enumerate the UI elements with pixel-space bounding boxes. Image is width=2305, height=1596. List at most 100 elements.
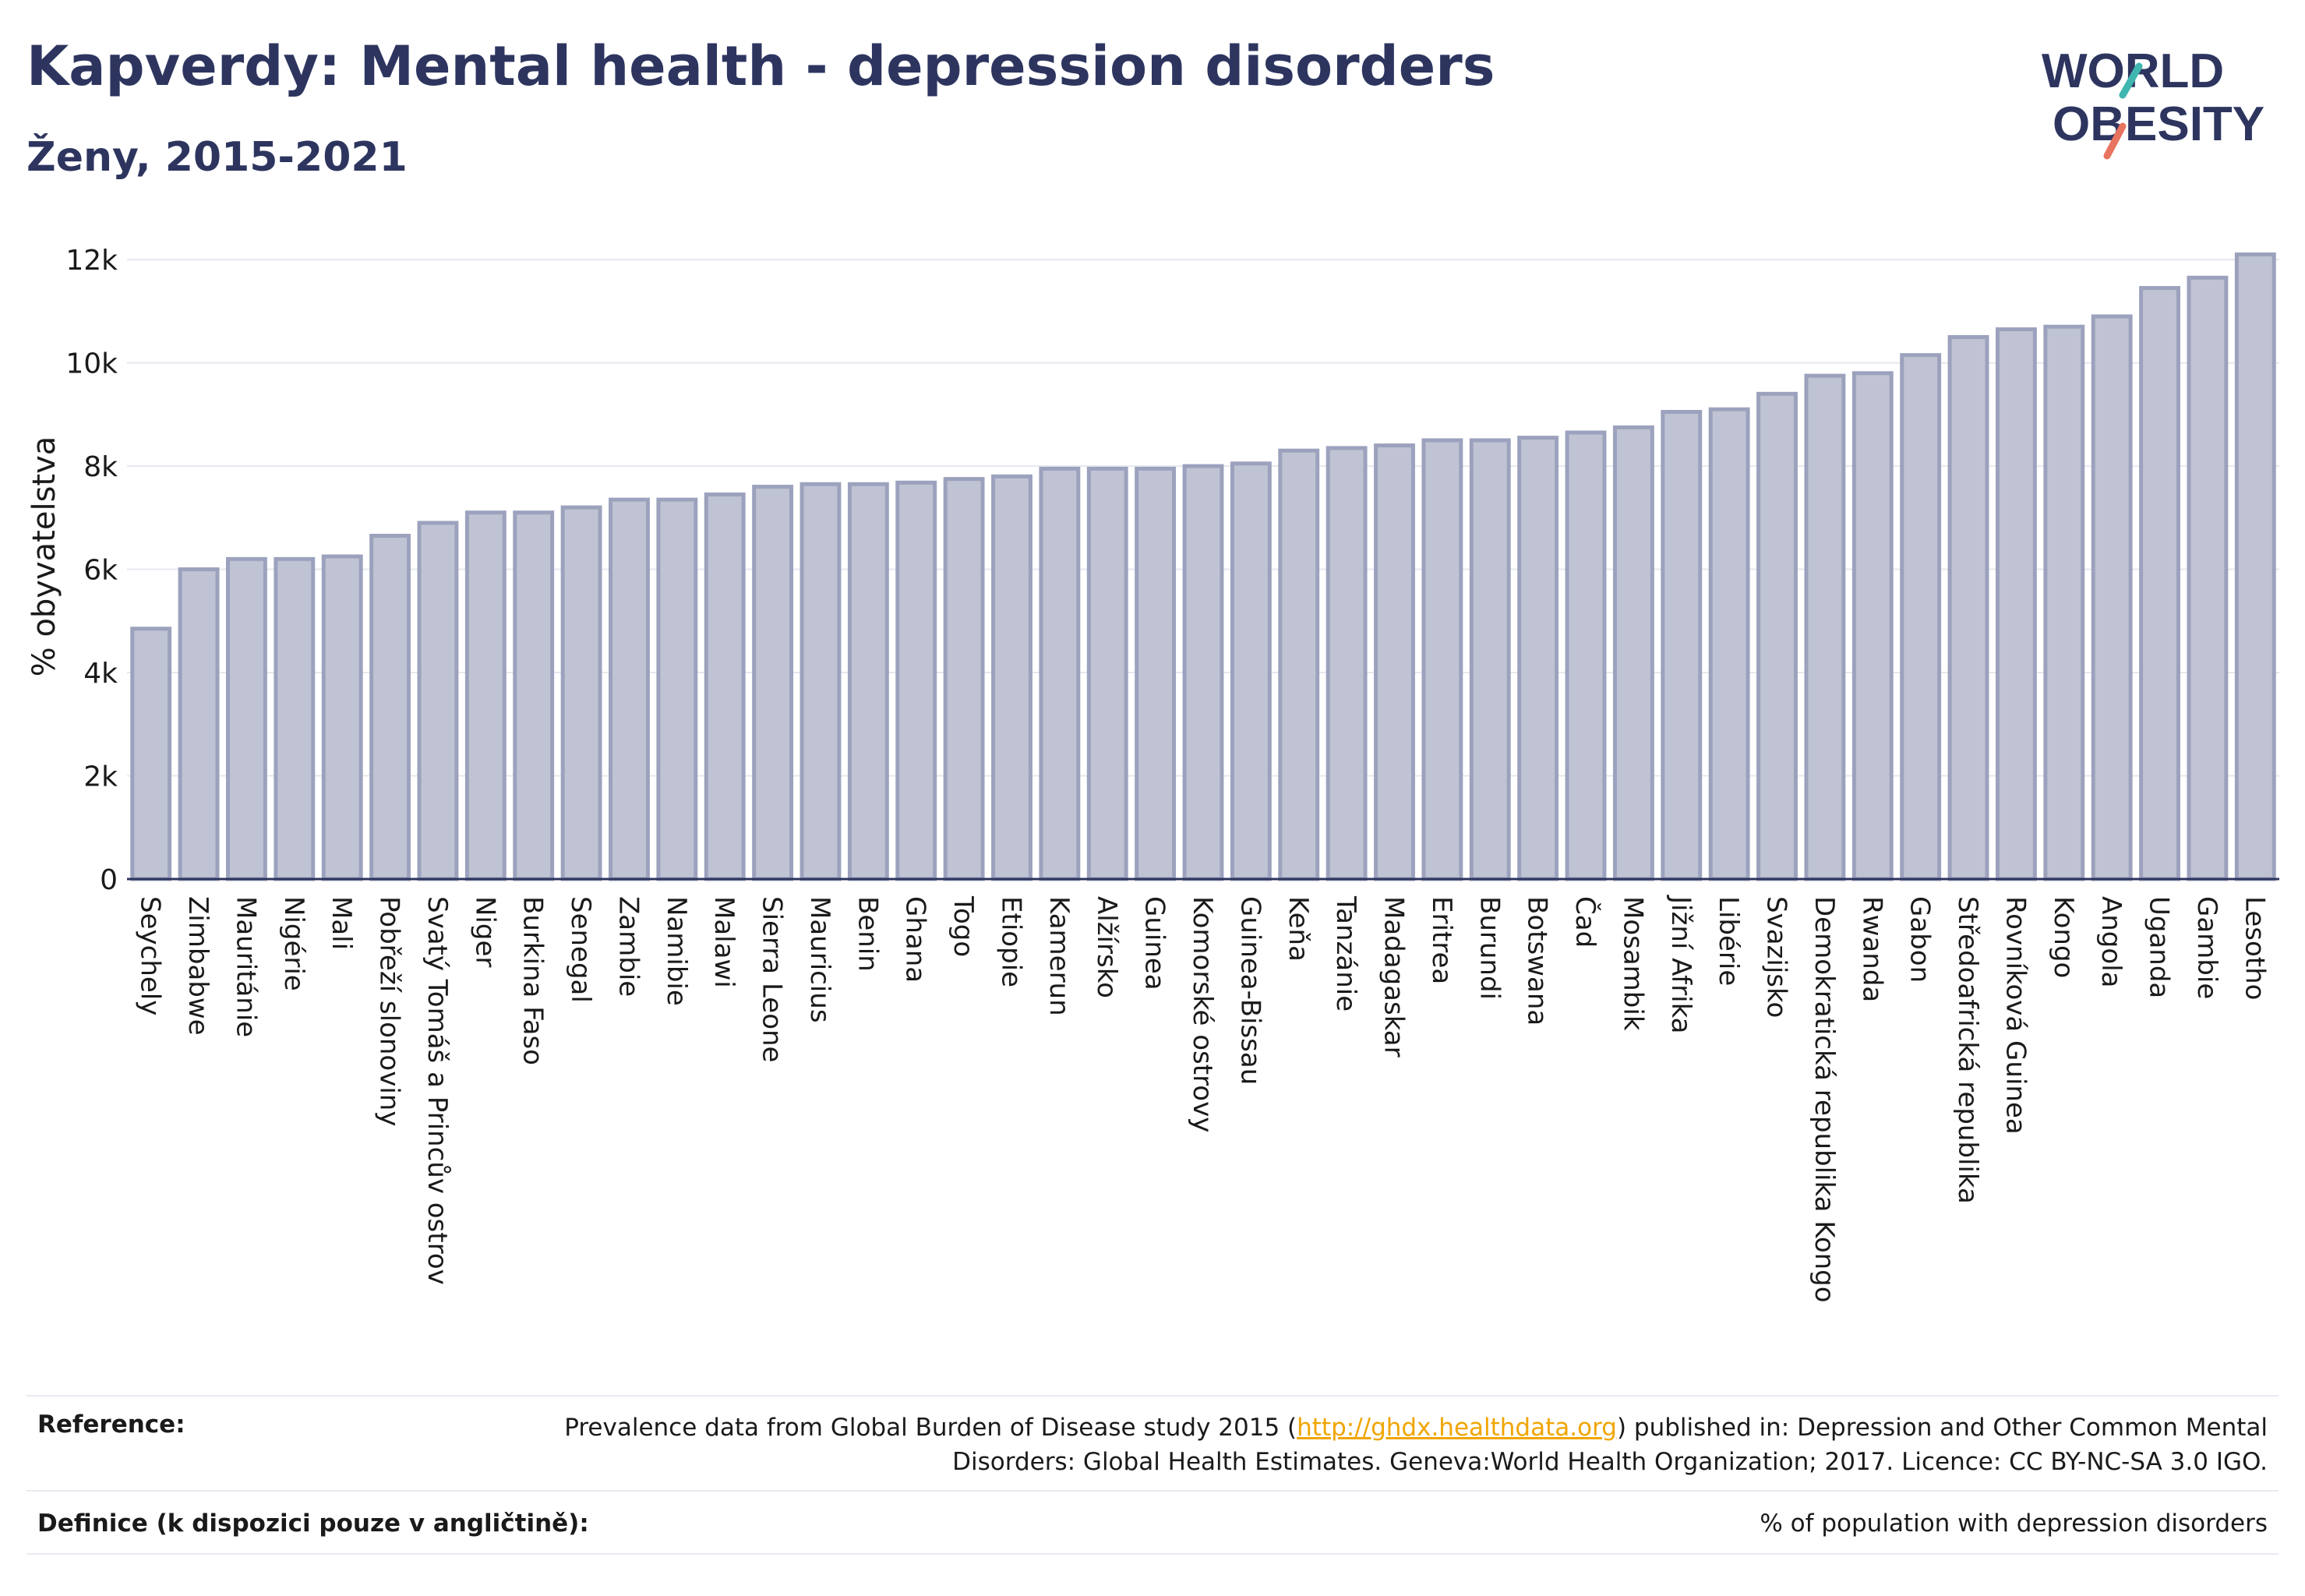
logo-line-2: OBESITY <box>2053 97 2264 151</box>
x-tick-label: Ghana <box>900 896 931 983</box>
bar-17 <box>895 480 937 881</box>
x-tick-label: Čad <box>1569 896 1601 948</box>
bar-33 <box>1661 410 1703 881</box>
bar-19 <box>991 474 1032 881</box>
bar-40 <box>1995 327 2037 881</box>
definition-text: % of population with depression disorder… <box>1760 1509 2268 1538</box>
x-tick-label: Mauritánie <box>230 896 261 1037</box>
x-tick-label: Madagaskar <box>1378 896 1410 1058</box>
bar-4 <box>274 556 316 881</box>
logo-slash-coral <box>2103 122 2127 160</box>
x-tick-label: Zambie <box>612 896 644 997</box>
x-tick-label: Togo <box>948 895 979 957</box>
x-tick-label: Svazijsko <box>1761 896 1792 1018</box>
x-tick-label: Lesotho <box>2239 896 2270 1000</box>
x-tick-label: Sierra Leone <box>757 896 788 1062</box>
x-tick-label: Demokratická republika Kongo <box>1809 896 1840 1303</box>
bar-7 <box>417 521 459 881</box>
x-tick-label: Rwanda <box>1856 896 1887 1002</box>
x-tick-label: Středoafrická republika <box>1952 896 1983 1204</box>
bar-28 <box>1421 438 1463 881</box>
bar-20 <box>1039 466 1081 881</box>
y-axis-ticks: 0 2k 4k 6k 8k 10k 12k <box>65 245 118 896</box>
bar-1 <box>130 627 172 881</box>
x-tick-label: Mosambik <box>1617 896 1648 1031</box>
definition-row: Definice (k dispozici pouze v angličtině… <box>26 1509 2279 1548</box>
bar-41 <box>2043 324 2085 881</box>
bar-31 <box>1565 430 1607 881</box>
bar-15 <box>800 482 842 881</box>
x-tick-label: Mauricius <box>804 896 835 1023</box>
x-tick-label: Gambie <box>2191 896 2222 999</box>
bar-11 <box>609 497 650 881</box>
y-tick-label: 4k <box>83 658 118 690</box>
x-tick-label: Burundi <box>1474 896 1505 1000</box>
bar-32 <box>1612 425 1654 881</box>
chart-title: Kapverdy: Mental health - depression dis… <box>26 34 1495 98</box>
x-tick-label: Jižní Afrika <box>1665 895 1696 1034</box>
bar-12 <box>656 497 698 881</box>
bar-43 <box>2139 286 2180 881</box>
bar-8 <box>464 510 507 881</box>
bar-35 <box>1756 391 1798 881</box>
x-tick-label: Benin <box>852 896 883 972</box>
footer-divider-middle <box>26 1490 2279 1492</box>
bar-3 <box>226 556 267 881</box>
y-tick-label: 12k <box>65 245 118 277</box>
bar-45 <box>2234 252 2276 881</box>
reference-link[interactable]: http://ghdx.healthdata.org <box>1297 1414 1617 1442</box>
bar-37 <box>1851 371 1894 881</box>
x-tick-label: Botswana <box>1522 896 1553 1026</box>
x-axis-labels: Seychely Zimbabwe Mauritánie Nigérie Mali Pob… <box>135 895 2271 1303</box>
world-obesity-logo: WORLD OBESITY <box>2042 44 2264 160</box>
x-tick-label: Namibie <box>661 896 692 1006</box>
x-tick-label: Gabon <box>1904 896 1936 983</box>
x-tick-label: Keňa <box>1283 896 1314 962</box>
bar-14 <box>752 485 794 881</box>
reference-label: Reference: <box>37 1411 185 1439</box>
x-tick-label: Komorské ostrovy <box>1187 896 1218 1132</box>
x-tick-label: Alžírsko <box>1091 896 1122 998</box>
x-tick-label: Burkina Faso <box>517 896 549 1065</box>
bar-36 <box>1804 373 1846 881</box>
bar-42 <box>2091 314 2133 881</box>
x-tick-label: Guinea-Bissau <box>1234 896 1265 1085</box>
x-tick-label: Seychely <box>135 896 166 1015</box>
bar-29 <box>1469 438 1511 881</box>
y-tick-label: 2k <box>83 761 118 793</box>
x-tick-label: Etiopie <box>995 896 1026 987</box>
bars <box>130 252 2276 881</box>
x-tick-label: Pobřeží slonoviny <box>374 896 405 1126</box>
bar-23 <box>1182 464 1224 881</box>
bar-39 <box>1947 334 1989 881</box>
x-tick-label: Eritrea <box>1426 896 1457 984</box>
definition-label: Definice (k dispozici pouze v angličtině… <box>37 1509 589 1538</box>
bar-25 <box>1278 448 1320 881</box>
bar-6 <box>369 534 411 881</box>
x-tick-label: Mali <box>326 896 357 950</box>
footer-divider-top <box>26 1395 2279 1396</box>
x-tick-label: Malawi <box>708 896 740 988</box>
reference-text: Prevalence data from Global Burden of Di… <box>564 1414 2268 1476</box>
bar-22 <box>1135 466 1177 881</box>
x-tick-label: Svatý Tomáš a Princův ostrov <box>422 896 453 1285</box>
chart-subtitle: Ženy, 2015-2021 <box>26 134 408 181</box>
x-tick-label: Kongo <box>2048 896 2079 978</box>
x-tick-label: Guinea <box>1139 896 1170 990</box>
y-tick-label: 10k <box>65 348 118 380</box>
reference-row: Reference: Prevalence data from Global B… <box>26 1411 2279 1488</box>
x-tick-label: Tanzánie <box>1330 895 1361 1012</box>
x-tick-label: Libérie <box>1713 896 1744 986</box>
x-tick-label: Senegal <box>565 896 596 1003</box>
bar-21 <box>1086 466 1128 881</box>
bar-9 <box>513 510 555 881</box>
bar-16 <box>847 482 889 881</box>
y-tick-label: 8k <box>83 451 118 483</box>
bar-18 <box>943 477 985 881</box>
bar-44 <box>2187 275 2229 881</box>
bar-38 <box>1900 353 1942 881</box>
x-tick-label: Uganda <box>2144 896 2175 998</box>
bar-24 <box>1230 461 1272 881</box>
bar-5 <box>321 554 363 881</box>
logo-slash-teal <box>2119 62 2143 99</box>
